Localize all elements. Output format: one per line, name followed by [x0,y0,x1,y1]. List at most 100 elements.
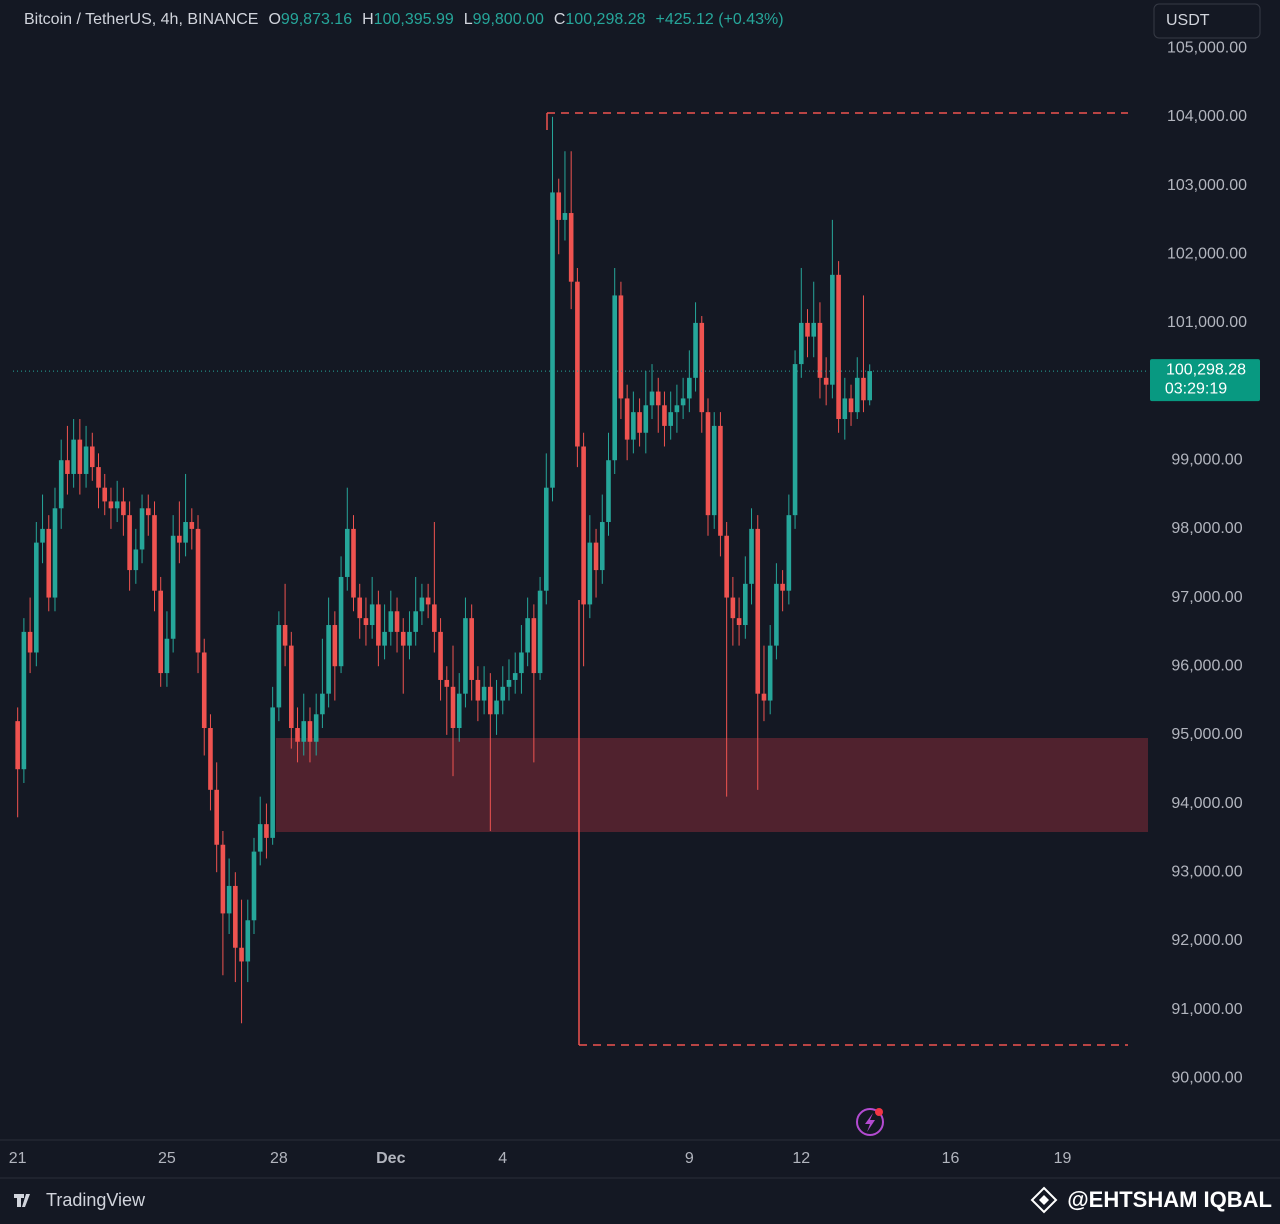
watermark-icon [1030,1186,1058,1214]
candle-body [425,597,431,605]
x-tick-label: 25 [158,1150,176,1167]
candle-body [444,679,450,687]
candle-body [220,844,226,914]
candle-body [114,501,120,509]
drawings [276,112,1148,1046]
candle-body [643,405,649,433]
candle-body [500,686,506,701]
candle-body [15,721,20,770]
candle-body [52,508,58,598]
candle-body [170,535,176,639]
candle-body [867,371,872,401]
y-tick-label: 97,000.00 [1171,589,1242,606]
candle-body [624,398,630,440]
candle-body [233,885,238,948]
candle-body [58,460,64,509]
candle-body [724,535,729,598]
candle-body [108,501,114,509]
candle-body [817,322,823,378]
candle-body [363,618,369,626]
x-tick-label: 4 [498,1150,507,1167]
candle-body [413,611,418,632]
candle-body [102,487,108,502]
y-tick-label: 104,000.00 [1167,108,1247,125]
y-tick-label: 98,000.00 [1171,520,1242,537]
candle-body [575,281,580,447]
candle-body [369,604,375,626]
candle-body [301,721,307,742]
candle-body [357,597,363,619]
candle-body [239,947,244,962]
x-tick-label: 16 [942,1150,960,1167]
ohlc-value: 99,800.00 [473,11,544,28]
x-tick-label: 21 [9,1150,27,1167]
candle-body [332,625,338,667]
candle-body [848,398,854,413]
candle-body [668,412,673,426]
candle-body [662,405,667,426]
candle-body [463,618,468,694]
candle-body [456,693,462,729]
currency-button[interactable] [1153,3,1261,39]
lightning-icon[interactable] [856,1108,884,1136]
currency[interactable]: USDT [1166,12,1210,29]
candle-body [201,652,207,729]
y-tick-label: 91,000.00 [1171,1001,1242,1018]
candle-body [519,652,524,674]
candle-body [158,590,164,674]
candle-body [488,686,493,715]
candle-body [469,618,474,680]
candle-body [34,542,39,653]
candle-body [699,322,705,413]
y-tick-label: 90,000.00 [1171,1069,1242,1086]
candle-body [805,322,810,337]
candle-body [512,673,518,680]
y-tick-label: 93,000.00 [1171,863,1242,880]
candle-body [550,192,555,488]
candle-body [251,851,257,921]
candle-body [351,528,356,598]
x-tick-label: 19 [1054,1150,1072,1167]
x-tick-label: 28 [270,1150,288,1167]
candle-body [432,604,437,632]
candle-body [344,528,350,577]
candle-body [525,618,530,653]
candle-body [637,412,642,433]
candle-body [674,405,680,413]
candle-body [96,467,101,488]
candle-body [531,618,537,674]
candle-body [705,412,711,516]
candle-body [21,631,27,770]
candle-body [89,446,95,468]
candle-body [133,549,139,571]
legend-header: Bitcoin / TetherUS, 4h, BINANCE O99,873.1… [24,11,784,28]
x-tick-label: 12 [792,1150,810,1167]
candle-body [655,391,661,406]
last-price-label: 100,298.28 [1166,361,1246,378]
candle-body [475,679,481,701]
candle-body [618,295,624,399]
y-tick-label: 102,000.00 [1167,245,1247,262]
candle-body [593,542,599,571]
candle-body [226,885,232,914]
brand: TradingView [46,1190,146,1210]
ohlc-key: L [464,11,473,28]
candle-body [382,631,387,646]
y-tick-label: 103,000.00 [1167,177,1247,194]
candle-body [743,583,748,626]
candle-body [842,398,848,420]
y-tick-label: 94,000.00 [1171,795,1242,812]
candle-body [407,631,412,646]
candle-body [195,528,201,653]
candle-body [270,707,275,838]
candle-body [245,920,251,962]
candle-body [599,522,605,571]
candle-body [581,446,586,605]
candle-body [494,700,499,715]
countdown: 03:29:19 [1165,380,1227,397]
y-tick-label: 101,000.00 [1167,314,1247,331]
candle-body [687,377,692,399]
candle-body [767,645,773,701]
